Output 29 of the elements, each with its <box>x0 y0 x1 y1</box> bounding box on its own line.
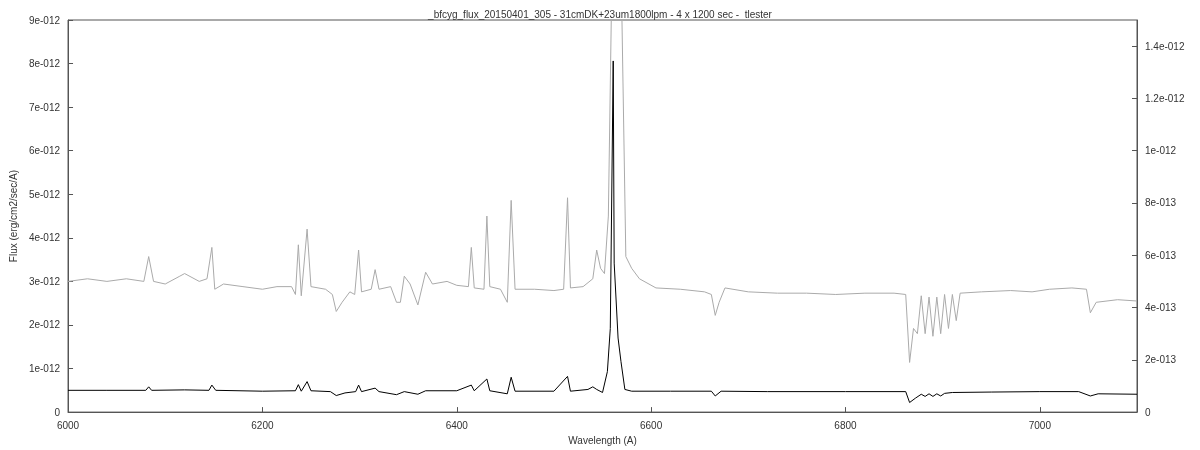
y-tick-label: 8e-012 <box>28 58 61 70</box>
x-tick-label: 6800 <box>834 419 858 431</box>
line-series <box>67 60 1138 404</box>
y-tick-label: 7e-012 <box>28 101 61 113</box>
y-tick-label: 3e-012 <box>28 275 61 287</box>
y-tick-label: 4e-012 <box>28 232 61 244</box>
y2-tick-label: 4e-013 <box>1145 302 1177 314</box>
x-tick-label: 6000 <box>56 419 80 431</box>
y-tick-label: 5e-012 <box>28 188 61 200</box>
y-tick-label: 9e-012 <box>28 14 61 26</box>
y-tick-label: 1e-012 <box>28 363 61 375</box>
y2-tick-label: 8e-013 <box>1145 197 1177 209</box>
line-series <box>67 19 1138 363</box>
y-tick-label: 2e-012 <box>28 319 61 331</box>
x-tick-label: 7000 <box>1028 419 1052 431</box>
x-tick-label: 6200 <box>251 419 274 431</box>
x-tick-label: 6400 <box>445 419 469 431</box>
y2-tick-label: 1.4e-012 <box>1145 40 1185 52</box>
y2-tick-label: 1.2e-012 <box>1145 92 1185 104</box>
y-axis-title: Flux (erg/cm2/sec/A) <box>7 169 19 263</box>
x-axis-title: Wavelength (A) <box>568 434 637 446</box>
y-tick-label: 6e-012 <box>28 145 61 157</box>
y2-tick-label: 0 <box>1145 406 1151 418</box>
y-tick-label: 0 <box>54 406 61 418</box>
y2-tick-label: 6e-013 <box>1145 249 1177 261</box>
x-tick-label: 6600 <box>639 419 663 431</box>
y2-tick-label: 2e-013 <box>1145 354 1177 366</box>
chart-title: _bfcyg_flux_20150401_305 - 31cmDK+23um1800lpm - 4 x 1200 sec - tlester <box>427 8 773 20</box>
y2-tick-label: 1e-012 <box>1145 145 1177 157</box>
